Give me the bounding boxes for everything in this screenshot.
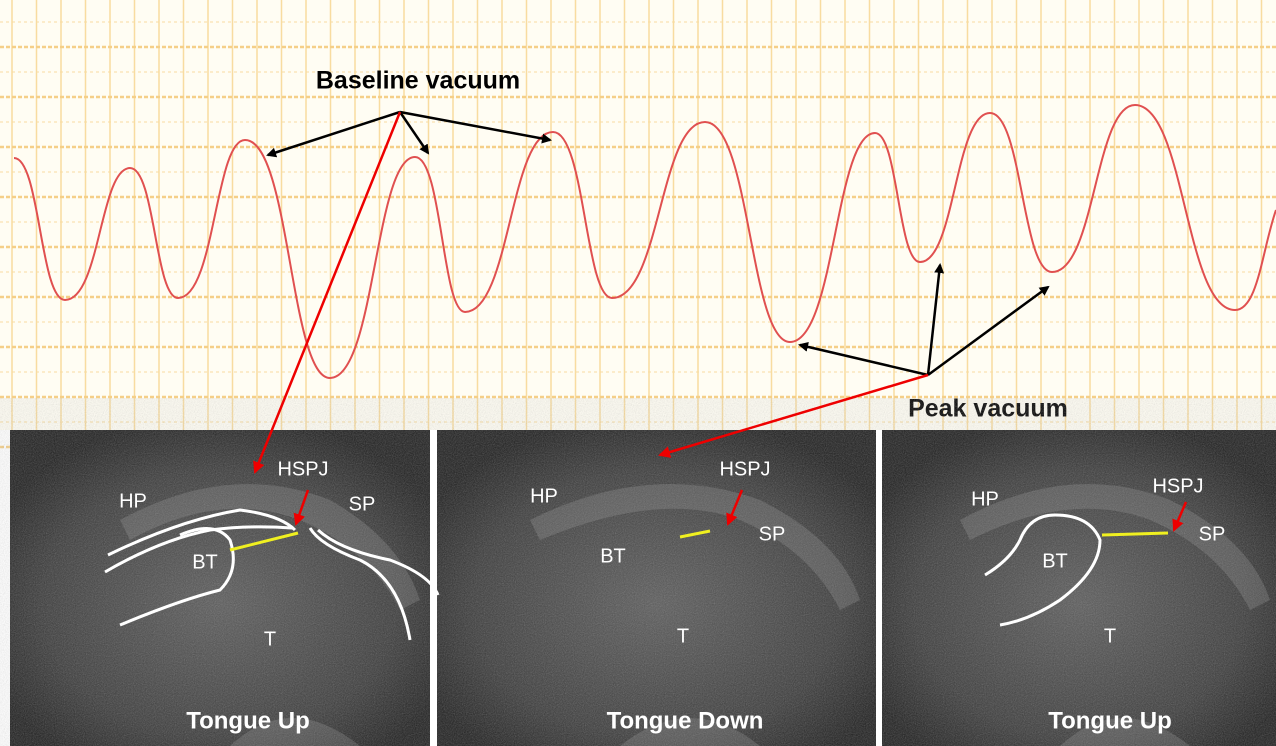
anatomy-label: HP xyxy=(119,490,147,512)
peak-label: Peak vacuum xyxy=(908,395,1068,423)
page: Baseline vacuum Peak vacuum Tong xyxy=(0,0,1276,746)
panel-caption: Tongue Down xyxy=(607,707,764,734)
panel-caption: Tongue Up xyxy=(186,707,310,734)
anatomy-label: HP xyxy=(530,485,558,507)
anatomy-label: BT xyxy=(192,551,218,573)
anatomy-label: HP xyxy=(971,488,999,510)
anatomy-label: HSPJ xyxy=(1152,475,1203,497)
figure: Baseline vacuum Peak vacuum Tong xyxy=(0,0,1276,746)
divider xyxy=(876,430,882,746)
speckle xyxy=(10,430,1276,746)
anatomy-label: BT xyxy=(1042,550,1068,572)
anatomy-label: T xyxy=(264,628,276,650)
anatomy-label: T xyxy=(677,625,689,647)
anatomy-label: SP xyxy=(759,523,786,545)
anatomy-label: HSPJ xyxy=(277,458,328,480)
anatomy-label: HSPJ xyxy=(719,458,770,480)
grid-paper xyxy=(0,0,1276,430)
baseline-label: Baseline vacuum xyxy=(316,67,520,95)
anatomy-label: SP xyxy=(349,493,376,515)
anatomy-label: BT xyxy=(600,545,626,567)
panel-caption: Tongue Up xyxy=(1048,707,1172,734)
ultrasound-panels xyxy=(10,430,1276,746)
anatomy-label: T xyxy=(1104,625,1116,647)
anatomy-label: SP xyxy=(1199,523,1226,545)
